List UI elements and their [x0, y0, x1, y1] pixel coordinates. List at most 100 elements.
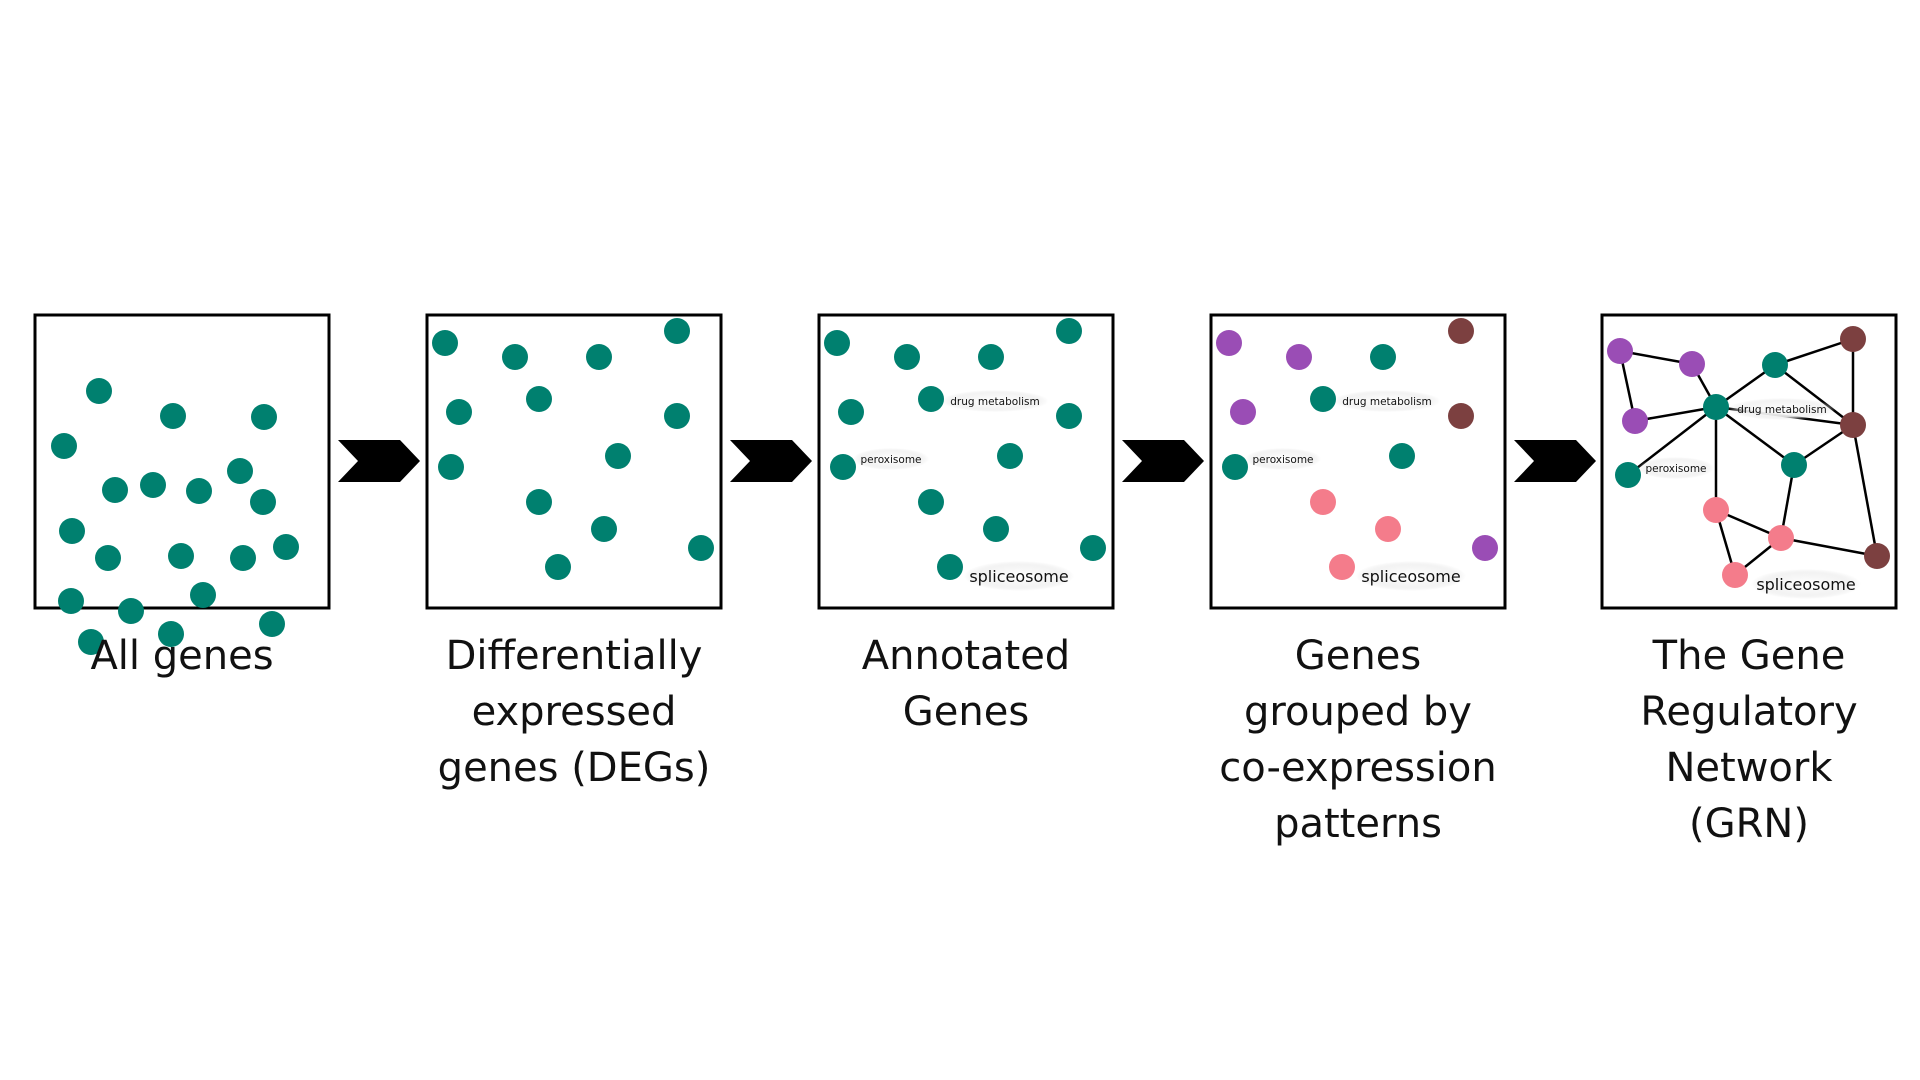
caption-line: genes (DEGs) [437, 745, 711, 791]
panel-2 [425, 313, 723, 610]
gene-dot-teal [1370, 344, 1396, 370]
pathway-label: drug metabolism [950, 396, 1040, 408]
caption-line: co-expression [1219, 745, 1497, 791]
gene-dot-teal [526, 386, 552, 412]
chevron-arrow-icon [1122, 440, 1204, 482]
gene-dot-teal [78, 629, 104, 655]
panel-1 [33, 313, 331, 655]
gene-dot-teal [438, 454, 464, 480]
gene-dot-teal [160, 403, 186, 429]
gene-dot-teal [1703, 394, 1729, 420]
pathway-label: drug metabolism [1342, 396, 1432, 408]
caption-line: Network [1665, 745, 1833, 791]
gene-dot-teal [1080, 535, 1106, 561]
caption-line: Genes [902, 689, 1030, 735]
network-edge [1715, 405, 1795, 467]
panel-caption: Annotated Genes [796, 628, 1136, 740]
gene-dot-teal [158, 621, 184, 647]
gene-dot-teal [250, 489, 276, 515]
panel-caption: All genes [12, 628, 352, 684]
gene-dot-teal [446, 399, 472, 425]
label-backdrop [941, 390, 1049, 412]
label-backdrop [1245, 448, 1321, 470]
gene-dot-teal [58, 588, 84, 614]
gene-dot-teal [1310, 386, 1336, 412]
gene-dot-teal [259, 611, 285, 637]
gene-dot-teal [997, 443, 1023, 469]
panel-3: drug metabolism peroxisome spliceosome [817, 313, 1115, 610]
panel-caption: The Gene Regulatory Network (GRN) [1579, 628, 1919, 852]
gene-dot-teal [251, 404, 277, 430]
label-backdrop [964, 561, 1074, 591]
gene-dot-teal [838, 399, 864, 425]
pathway-label: peroxisome [1645, 463, 1706, 475]
gene-dot-purple [1286, 344, 1312, 370]
gene-dot-teal [1056, 403, 1082, 429]
gene-dot-pink [1329, 554, 1355, 580]
gene-dot-pink [1722, 562, 1748, 588]
gene-dot-brown [1864, 543, 1890, 569]
gene-dot-teal [664, 318, 690, 344]
pathway-label: spliceosome [969, 567, 1068, 586]
caption-line: Genes [1294, 633, 1422, 679]
pathway-label: spliceosome [1756, 575, 1855, 594]
chevron-arrow-icon [338, 440, 420, 482]
gene-dot-teal [190, 582, 216, 608]
panel-caption: Genes grouped by co-expression patterns [1188, 628, 1528, 852]
gene-dot-brown [1840, 412, 1866, 438]
gene-dot-teal [688, 535, 714, 561]
gene-dot-pink [1375, 516, 1401, 542]
gene-dot-teal [586, 344, 612, 370]
pathway-label: peroxisome [1252, 454, 1313, 466]
gene-dot-teal [227, 458, 253, 484]
gene-dot-teal [502, 344, 528, 370]
gene-dot-teal [1615, 462, 1641, 488]
gene-dot-purple [1230, 399, 1256, 425]
gene-dot-teal [273, 534, 299, 560]
gene-dot-teal [59, 518, 85, 544]
gene-dot-teal [86, 378, 112, 404]
network-edge [1774, 337, 1854, 367]
panel-5: drug metabolism peroxisome spliceosome [1600, 313, 1898, 610]
chevron-arrow-icon [1514, 440, 1596, 482]
gene-dot-pink [1768, 525, 1794, 551]
panel-4: drug metabolism peroxisome spliceosome [1209, 313, 1507, 610]
gene-dot-teal [894, 344, 920, 370]
label-backdrop [1638, 457, 1714, 479]
gene-dot-teal [918, 489, 944, 515]
gene-dot-purple [1622, 408, 1648, 434]
gene-dot-brown [1448, 318, 1474, 344]
gene-dot-teal [140, 472, 166, 498]
caption-line: All genes [90, 633, 274, 679]
gene-dot-teal [118, 598, 144, 624]
label-backdrop [1333, 390, 1441, 412]
panel-frame [1209, 313, 1507, 610]
gene-dot-teal [186, 478, 212, 504]
panel-frame [425, 313, 723, 610]
gene-dot-teal [978, 344, 1004, 370]
caption-line: expressed [471, 689, 677, 735]
gene-dot-brown [1840, 326, 1866, 352]
gene-dot-pink [1310, 489, 1336, 515]
gene-dot-teal [1762, 352, 1788, 378]
gene-dot-teal [168, 543, 194, 569]
network-edge [1634, 405, 1717, 423]
gene-dot-teal [526, 489, 552, 515]
gene-dot-teal [918, 386, 944, 412]
pathway-label: spliceosome [1361, 567, 1460, 586]
gene-dot-teal [937, 554, 963, 580]
caption-line: grouped by [1244, 689, 1472, 735]
pathway-label: drug metabolism [1737, 404, 1827, 416]
gene-dot-teal [591, 516, 617, 542]
label-backdrop [1751, 569, 1861, 599]
pathway-label: peroxisome [860, 454, 921, 466]
label-backdrop [853, 448, 929, 470]
caption-line: Regulatory [1640, 689, 1858, 735]
gene-dot-teal [664, 403, 690, 429]
gene-dot-teal [1389, 443, 1415, 469]
gene-dot-pink [1703, 497, 1729, 523]
panel-caption: Differentially expressed genes (DEGs) [404, 628, 744, 796]
gene-dot-purple [1607, 338, 1633, 364]
gene-dot-teal [545, 554, 571, 580]
